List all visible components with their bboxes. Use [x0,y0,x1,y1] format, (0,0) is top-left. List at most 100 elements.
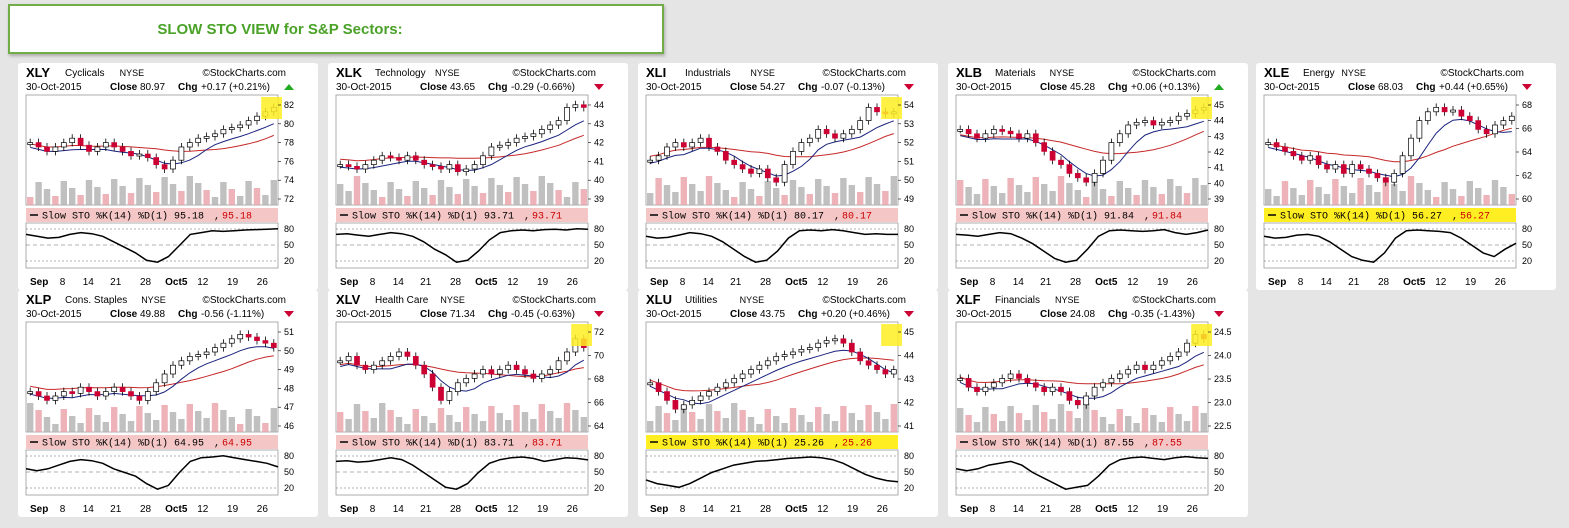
sto-label: Slow STO %K(14) %D(1) [972,211,1098,223]
volume-bar [848,413,855,432]
candle [463,378,470,384]
candle [647,159,654,163]
y-tick-label: 41 [594,156,604,166]
candle [1142,364,1148,370]
close-label: Close [420,309,448,320]
sto-tick-label: 80 [904,451,914,461]
candle [362,164,369,170]
ticker-symbol: XLY [26,65,50,80]
candle [1049,386,1056,392]
y-tick-label: 66 [594,398,604,408]
x-axis-label: 26 [877,277,889,288]
y-tick-label: 51 [904,156,914,166]
candle [530,373,537,379]
candle [974,386,980,392]
candle [254,336,260,341]
candle [35,142,42,148]
volume-bar [890,176,897,205]
volume-bar [186,176,193,205]
candle [1058,386,1064,392]
chart-panel-xli[interactable]: XLI Industrials NYSE ©StockCharts.com 30-Oct… [638,63,938,290]
candle [1007,373,1014,379]
volume-bar [663,413,671,432]
sto-line [335,228,589,263]
x-axis-label: Sep [650,277,668,288]
candle [882,369,889,375]
candle [1116,133,1123,143]
candle [672,142,679,148]
sto-label-band [26,208,278,222]
volume-bar [395,417,403,432]
sto-tick-label: 50 [904,240,914,250]
sto-line [1263,229,1517,263]
candle [1175,351,1182,357]
candle [748,168,754,174]
candle [513,137,520,143]
chg-value: +0.44 (+0.65%) [1439,82,1508,93]
volume-bar [1175,414,1182,432]
chart-panel-xlv[interactable]: XLV Health Care NYSE ©StockCharts.com 30-Oct… [328,290,628,517]
volume-bar [689,412,696,432]
volume-bar [446,415,453,432]
x-axis-label: 14 [703,277,715,288]
volume-bar [1150,187,1157,205]
volume-bar [798,187,805,205]
volume-bar [756,424,763,432]
x-axis-label: 12 [1127,277,1139,288]
sto-d-value: 95.18 [222,212,252,223]
close-label: Close [1348,82,1376,93]
volume-bar [77,423,84,432]
y-tick-label: 39 [1214,194,1224,204]
volume-bar [982,179,989,205]
candle [832,133,838,139]
candle [412,356,419,366]
brand-label: ©StockCharts.com [822,68,906,79]
volume-bar [705,176,713,205]
candle [144,153,151,158]
candle [387,155,394,159]
volume-bar [1357,178,1364,205]
y-tick-label: 53 [904,119,914,129]
volume-bar [1015,185,1023,205]
candle [865,107,872,121]
chg-label: Chg [798,309,817,320]
chart-panel-xle[interactable]: XLE Energy NYSE ©StockCharts.com 30-Oct-2015… [1256,63,1556,290]
candle [102,391,109,397]
close-label: Close [730,82,758,93]
chg-value: +0.06 (+0.13%) [1131,82,1200,93]
candle [764,168,771,179]
candle [505,364,512,370]
candle [798,142,805,152]
volume-bar [446,187,453,205]
sector-name: Technology [375,68,426,79]
sto-tick-label: 20 [1522,256,1532,266]
candle [857,120,864,130]
x-axis-label: 21 [730,504,742,515]
candle [1133,364,1140,370]
x-axis-label: 8 [680,504,686,515]
y-tick-label: 44 [904,351,914,361]
exchange-label: NYSE [141,295,166,305]
volume-bar [689,184,696,205]
candle [186,356,193,362]
volume-bar [270,408,277,432]
candle [1475,120,1482,130]
volume-bar [144,185,151,205]
volume-bar [1175,186,1182,205]
date-label: 30-Oct-2015 [26,309,82,320]
volume-bar [1290,188,1297,205]
candle [664,146,670,157]
chart-panel-xlk[interactable]: XLK Technology NYSE ©StockCharts.com 30-Oct-… [328,63,628,290]
volume-bar [1150,415,1157,432]
chart-panel-xly[interactable]: XLY Cyclicals NYSE ©StockCharts.com 30-Oct-2… [18,63,318,290]
volume-bar [990,414,997,432]
chart-panel-xlf[interactable]: XLF Financials NYSE ©StockCharts.com 30-Oct-… [948,290,1248,517]
chart-panel-xlp[interactable]: XLP Cons. Staples NYSE ©StockCharts.com 30-O… [18,290,318,517]
chart-panel-xlb[interactable]: XLB Materials NYSE ©StockCharts.com 30-Oct-2… [948,63,1248,290]
chart-panel-xlu[interactable]: XLU Utilities NYSE ©StockCharts.com 30-Oct-2… [638,290,938,517]
volume-bar [111,179,118,205]
x-axis-label: 26 [1187,277,1199,288]
candle [655,155,662,161]
candle [1307,155,1314,161]
volume-bar [982,407,989,432]
